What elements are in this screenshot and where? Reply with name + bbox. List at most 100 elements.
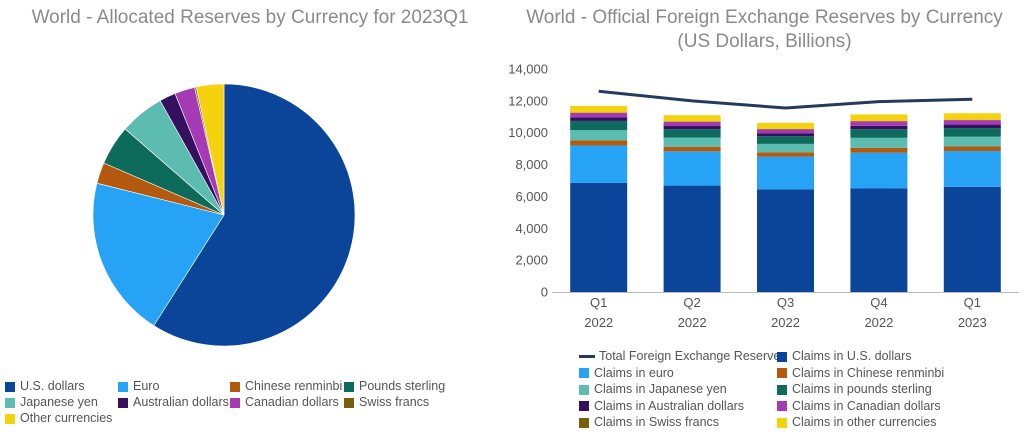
bar-legend-item-line-total: Total Foreign Exchange Reserves — [579, 348, 787, 365]
legend-swatch — [579, 368, 589, 378]
bar-segment-cad — [850, 121, 908, 126]
y-tick-label: 14,000 — [508, 62, 548, 77]
x-tick-label: Q1 — [964, 295, 981, 310]
bar-segment-cny — [757, 152, 814, 157]
bar-segment-other — [570, 105, 628, 113]
legend-swatch — [5, 397, 15, 408]
bar-segment-jpy — [570, 130, 628, 141]
bar-segment-cny — [570, 140, 628, 146]
legend-label: Swiss francs — [359, 395, 430, 409]
bar-legend-item-bar-jpy: Claims in Japanese yen — [579, 381, 727, 398]
legend-label: Other currencies — [20, 411, 113, 425]
x-tick-label: 2022 — [864, 315, 893, 330]
bar-segment-gbp — [943, 128, 1001, 137]
legend-label: Claims in Australian dollars — [594, 398, 745, 413]
x-tick-label: 2022 — [584, 315, 613, 330]
bar-legend-item-bar-eur: Claims in euro — [579, 365, 674, 382]
bar-segment-eur — [850, 152, 908, 189]
bar-segment-jpy — [663, 137, 721, 147]
bar-chart-panel: World - Official Foreign Exchange Reserv… — [505, 0, 1024, 433]
y-tick-label: 2,000 — [515, 253, 548, 268]
pie-slice-eur — [92, 182, 225, 327]
legend-label: Australian dollars — [133, 395, 229, 409]
pie-legend-item-cny: Chinese renminbi — [230, 378, 342, 395]
bar-segment-jpy — [757, 143, 814, 153]
bar-legend-item-bar-usd: Claims in U.S. dollars — [777, 348, 911, 365]
legend-label: Canadian dollars — [245, 395, 339, 409]
bar-segment-cny — [943, 146, 1001, 152]
legend-swatch — [777, 368, 787, 378]
legend-label: Euro — [133, 379, 160, 393]
x-tick-label: 2022 — [771, 315, 800, 330]
legend-label: Claims in Chinese renminbi — [792, 365, 945, 380]
pie-legend-item-aud: Australian dollars — [118, 394, 229, 411]
bar-segment-eur — [943, 151, 1001, 187]
total-reserves-line — [598, 89, 973, 110]
legend-swatch — [579, 384, 589, 395]
y-tick-label: 12,000 — [508, 93, 548, 108]
pie-chart-panel: World - Allocated Reserves by Currency f… — [0, 0, 500, 433]
bar-segment-aud — [850, 125, 908, 130]
bar-segment-eur — [757, 156, 814, 190]
legend-label: Claims in Swiss francs — [594, 415, 720, 429]
x-tick-label: Q3 — [777, 295, 794, 310]
legend-swatch — [777, 401, 787, 411]
bar-segment-jpy — [850, 137, 908, 148]
pie-legend-item-cad: Canadian dollars — [230, 394, 339, 411]
legend-label: U.S. dollars — [20, 379, 85, 393]
x-tick-label: 2022 — [678, 315, 707, 330]
legend-label: Claims in pounds sterling — [792, 382, 932, 396]
bar-legend-item-bar-gbp: Claims in pounds sterling — [777, 381, 932, 398]
legend-swatch — [118, 397, 128, 408]
x-tick-label: Q2 — [683, 295, 700, 310]
bar-segment-cad — [570, 112, 628, 118]
legend-swatch — [344, 381, 354, 392]
bar-segment-gbp — [663, 129, 721, 138]
x-tick-label: 2023 — [958, 315, 987, 330]
legend-label: Claims in euro — [594, 365, 674, 380]
legend-label: Japanese yen — [20, 395, 98, 409]
x-tick-label: Q4 — [870, 295, 887, 310]
bar-legend-item-bar-cny: Claims in Chinese renminbi — [777, 365, 944, 382]
bar-legend: Total Foreign Exchange Reserves Claims in… — [579, 348, 1019, 432]
bar-segment-other — [663, 115, 721, 122]
pie-legend-item-other: Other currencies — [5, 410, 112, 427]
bar-legend-item-bar-aud: Claims in Australian dollars — [579, 398, 744, 415]
legend-swatch — [777, 351, 787, 362]
y-tick-label: 6,000 — [515, 189, 548, 204]
legend-swatch — [579, 401, 589, 411]
legend-label: Claims in Canadian dollars — [792, 398, 941, 413]
legend-label: Pounds sterling — [359, 379, 446, 393]
bar-segment-gbp — [570, 120, 628, 131]
bar-segment-cad — [663, 121, 721, 127]
bar-legend-item-bar-cad: Claims in Canadian dollars — [777, 398, 941, 415]
y-tick-label: 8,000 — [515, 157, 548, 172]
bar-segment-gbp — [850, 129, 908, 138]
x-tick-label: Q1 — [590, 295, 607, 310]
legend-swatch — [777, 384, 787, 395]
legend-swatch — [579, 417, 589, 428]
bar-segment-usd — [850, 188, 908, 292]
bar-segment-aud — [943, 124, 1001, 129]
bar-segment-usd — [757, 189, 814, 292]
bar-legend-item-bar-chf: Claims in Swiss francs — [579, 414, 719, 431]
bar-legend-item-bar-other: Claims in other currencies — [777, 414, 937, 431]
legend-label: Claims in Japanese yen — [594, 382, 727, 396]
legend-swatch — [777, 417, 787, 428]
pie-slice-other — [195, 83, 225, 216]
legend-label: Claims in other currencies — [792, 415, 937, 429]
pie-legend-item-usd: U.S. dollars — [5, 378, 85, 395]
bar-segment-usd — [663, 185, 721, 292]
bar-segment-aud — [663, 126, 721, 130]
bar-segment-cad — [757, 129, 814, 134]
legend-swatch — [230, 397, 240, 408]
legend-swatch — [344, 397, 354, 408]
pie-chart-title: World - Allocated Reserves by Currency f… — [31, 7, 469, 28]
bar-segment-other — [757, 122, 814, 130]
pie-legend-item-chf: Swiss francs — [344, 394, 429, 411]
bar-segment-cny — [850, 147, 908, 153]
bar-segment-cad — [943, 120, 1001, 125]
y-tick-label: 10,000 — [508, 125, 548, 140]
pie-legend-item-jpy: Japanese yen — [5, 394, 98, 411]
pie-legend-item-gbp: Pounds sterling — [344, 378, 445, 395]
